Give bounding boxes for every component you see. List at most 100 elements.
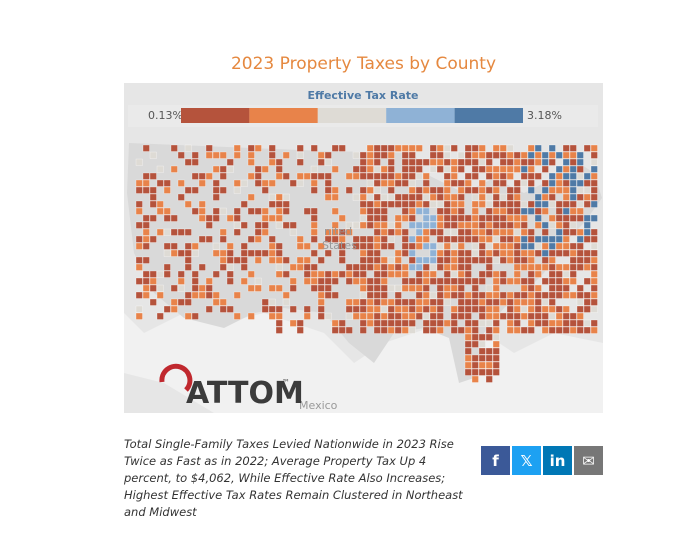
caption: Total Single-Family Taxes Levied Nationw…	[124, 437, 463, 519]
county	[527, 151, 535, 159]
county	[492, 312, 500, 320]
county	[373, 214, 381, 222]
county	[422, 193, 430, 201]
county	[352, 242, 360, 250]
county	[387, 179, 395, 187]
county	[240, 179, 248, 187]
county	[478, 214, 486, 222]
county	[373, 200, 381, 208]
county	[436, 291, 444, 299]
county	[268, 235, 276, 243]
county	[359, 172, 367, 180]
county	[492, 228, 500, 236]
county	[387, 263, 395, 271]
county	[282, 291, 290, 299]
facebook-button[interactable]: f	[481, 446, 510, 475]
county	[219, 186, 227, 194]
county	[513, 193, 521, 201]
county	[457, 256, 465, 264]
county	[380, 221, 388, 229]
county	[352, 151, 360, 159]
county	[548, 305, 556, 313]
county	[471, 319, 479, 327]
county	[366, 249, 374, 257]
county	[443, 158, 451, 166]
county	[303, 305, 311, 313]
county	[240, 256, 248, 264]
county	[464, 277, 472, 285]
county	[394, 284, 402, 292]
county	[471, 333, 479, 341]
county	[520, 158, 528, 166]
county	[226, 214, 234, 222]
county	[359, 284, 367, 292]
county	[380, 242, 388, 250]
county	[422, 298, 430, 306]
county	[443, 179, 451, 187]
county	[317, 284, 325, 292]
county	[534, 172, 542, 180]
county	[422, 242, 430, 250]
county	[590, 319, 598, 327]
county	[163, 179, 171, 187]
county	[457, 165, 465, 173]
county	[275, 172, 283, 180]
county	[485, 172, 493, 180]
logo-tm: ™	[282, 378, 290, 387]
county	[359, 151, 367, 159]
county	[429, 298, 437, 306]
county	[282, 270, 290, 278]
county	[513, 291, 521, 299]
county	[261, 179, 269, 187]
county	[163, 249, 171, 257]
county	[569, 151, 577, 159]
email-button[interactable]: ✉	[574, 446, 603, 475]
county	[366, 305, 374, 313]
county	[527, 144, 535, 152]
county	[212, 214, 220, 222]
county	[422, 326, 430, 334]
county	[492, 298, 500, 306]
logo-icon	[159, 363, 193, 392]
legend-swatch	[249, 108, 318, 123]
county	[345, 221, 353, 229]
county	[478, 312, 486, 320]
county	[387, 151, 395, 159]
x-button[interactable]: 𝕏	[512, 446, 541, 475]
county	[268, 158, 276, 166]
county	[562, 172, 570, 180]
county	[317, 256, 325, 264]
county	[226, 242, 234, 250]
county	[527, 165, 535, 173]
county	[289, 263, 297, 271]
county	[373, 242, 381, 250]
county	[436, 151, 444, 159]
county	[576, 158, 584, 166]
county	[562, 193, 570, 201]
county	[492, 179, 500, 187]
county	[562, 207, 570, 215]
county	[198, 291, 206, 299]
county	[471, 305, 479, 313]
legend-swatch	[317, 108, 387, 123]
county	[254, 144, 262, 152]
county	[485, 221, 493, 229]
county	[492, 291, 500, 299]
county	[345, 305, 353, 313]
county	[569, 277, 577, 285]
county	[457, 305, 465, 313]
county	[576, 326, 584, 334]
county	[289, 228, 297, 236]
county	[527, 263, 535, 271]
county	[177, 298, 185, 306]
county	[429, 249, 437, 257]
linkedin-button[interactable]: in	[543, 446, 572, 475]
county	[471, 354, 479, 362]
county	[198, 214, 206, 222]
county	[254, 284, 262, 292]
county	[184, 256, 192, 264]
county	[352, 172, 360, 180]
county	[590, 326, 598, 334]
county	[471, 256, 479, 264]
county	[219, 172, 227, 180]
